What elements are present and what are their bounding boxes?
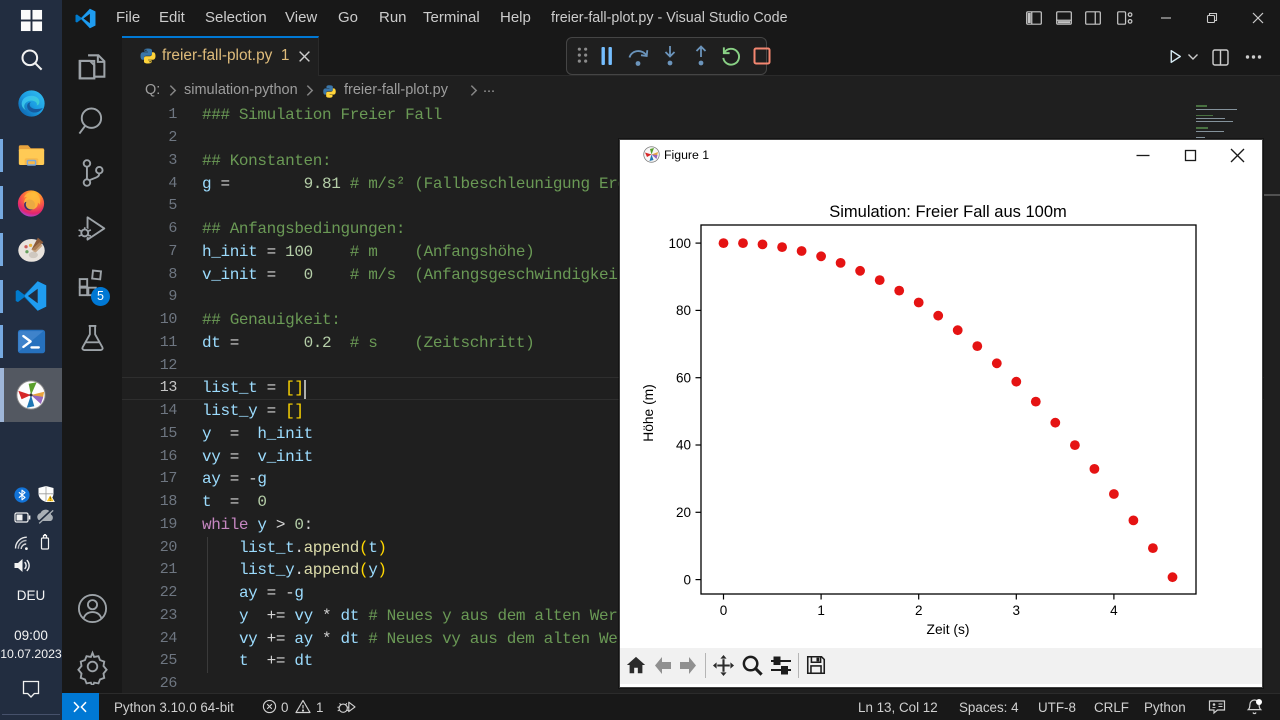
svg-text:Zeit (s): Zeit (s) — [927, 622, 970, 637]
svg-text:40: 40 — [676, 438, 691, 453]
svg-text:Simulation: Freier Fall aus 10: Simulation: Freier Fall aus 100m — [829, 203, 1067, 221]
svg-text:0: 0 — [720, 603, 728, 618]
svg-text:2: 2 — [915, 603, 923, 618]
svg-text:20: 20 — [676, 505, 691, 520]
svg-text:100: 100 — [668, 236, 691, 251]
svg-text:0: 0 — [683, 572, 691, 587]
svg-text:80: 80 — [676, 303, 691, 318]
svg-text:4: 4 — [1110, 603, 1118, 618]
svg-text:60: 60 — [676, 370, 691, 385]
svg-text:1: 1 — [817, 603, 825, 618]
svg-text:3: 3 — [1013, 603, 1021, 618]
svg-text:Höhe (m): Höhe (m) — [641, 384, 656, 442]
